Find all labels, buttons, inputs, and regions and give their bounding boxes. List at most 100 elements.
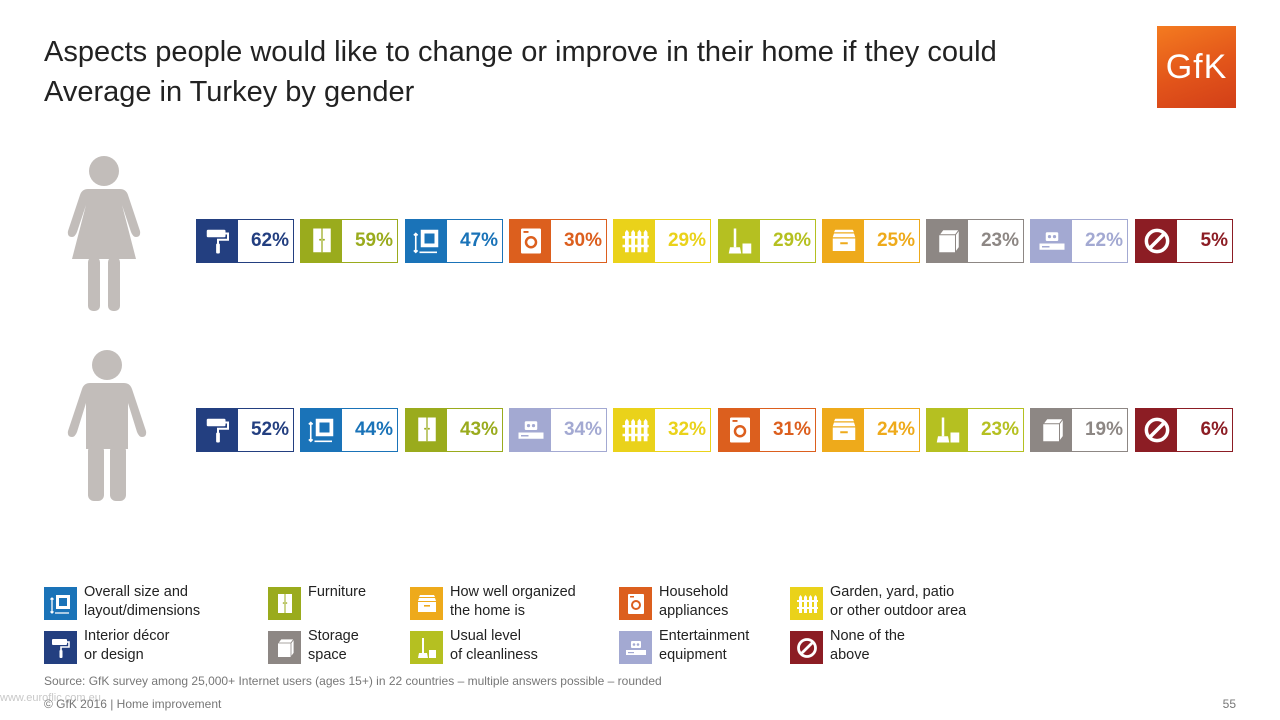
- result-tile-furniture: 59%: [300, 219, 398, 263]
- legend-swatch: [619, 587, 652, 620]
- footer-copyright: © GfK 2016 | Home improvement: [44, 697, 222, 711]
- fence-icon: [622, 418, 649, 442]
- paint-roller-icon: [206, 229, 229, 254]
- drawer-icon: [832, 418, 855, 440]
- result-tile-cleanliness: 23%: [926, 408, 1024, 452]
- percentage-label: 52%: [250, 419, 289, 440]
- percentage-label: 44%: [354, 419, 393, 440]
- floorplan-icon: [307, 418, 333, 443]
- title-line-1: Aspects people would like to change or i…: [44, 36, 997, 68]
- category-icon-box: [301, 220, 342, 262]
- box-icon: [937, 228, 960, 254]
- result-tile-garden: 29%: [613, 219, 711, 263]
- category-icon-box: [197, 409, 238, 451]
- category-icon-box: [719, 409, 760, 451]
- result-tile-size: 44%: [300, 408, 398, 452]
- legend-swatch: [44, 587, 77, 620]
- percentage-label: 25%: [876, 230, 915, 251]
- percentage-label: 34%: [563, 419, 602, 440]
- source-note: Source: GfK survey among 25,000+ Interne…: [44, 674, 662, 688]
- wardrobe-icon: [417, 417, 436, 442]
- result-tile-organized: 24%: [822, 408, 920, 452]
- category-icon-box: [927, 220, 968, 262]
- legend-swatch: [44, 631, 77, 664]
- percentage-label: 31%: [772, 419, 811, 440]
- legend-swatch: [268, 587, 301, 620]
- category-icon-box: [406, 409, 447, 451]
- drawer-icon: [417, 594, 436, 612]
- percentage-label: 59%: [354, 230, 393, 251]
- legend-label: Garden, yard, patio or other outdoor are…: [830, 584, 967, 619]
- category-icon-box: [1136, 409, 1177, 451]
- result-tile-cleanliness: 29%: [718, 219, 816, 263]
- legend-swatch: [619, 631, 652, 664]
- result-tile-garden: 32%: [613, 408, 711, 452]
- legend-swatch: [410, 587, 443, 620]
- percentage-label: 43%: [459, 419, 498, 440]
- category-icon-box: [719, 220, 760, 262]
- box-icon: [1041, 417, 1064, 443]
- legend-label: Entertainment equipment: [659, 628, 750, 663]
- legend-label: Overall size and layout/dimensions: [84, 584, 201, 619]
- result-tile-storage: 23%: [926, 219, 1024, 263]
- drawer-icon: [832, 229, 855, 251]
- washing-machine-icon: [520, 228, 541, 254]
- percentage-label: 19%: [1084, 419, 1123, 440]
- gfk-logo: GfK: [1157, 26, 1236, 108]
- percentage-label: 24%: [876, 419, 915, 440]
- tv-console-icon: [518, 421, 543, 439]
- broom-icon: [728, 228, 751, 254]
- percentage-label: 29%: [667, 230, 706, 251]
- result-tile-appliances: 30%: [509, 219, 607, 263]
- washing-machine-icon: [729, 417, 750, 443]
- category-icon-box: [1031, 220, 1072, 262]
- page-number: 55: [1222, 697, 1236, 711]
- percentage-label: 62%: [250, 230, 289, 251]
- legend-label: Household appliances: [659, 584, 729, 619]
- legend-label: How well organized the home is: [450, 584, 576, 619]
- result-tile-appliances: 31%: [718, 408, 816, 452]
- result-tile-none: 5%: [1135, 219, 1233, 263]
- legend-swatch: [268, 631, 301, 664]
- washing-machine-icon: [627, 593, 644, 614]
- category-icon-box: [1136, 220, 1177, 262]
- result-tile-none: 6%: [1135, 408, 1233, 452]
- category-icon-box: [406, 220, 447, 262]
- legend-label: Usual level of cleanliness: [450, 628, 538, 663]
- paint-roller-icon: [206, 418, 229, 443]
- wardrobe-icon: [312, 228, 331, 253]
- percentage-label: 32%: [667, 419, 706, 440]
- legend-label: Furniture: [308, 584, 367, 600]
- percentage-label: 23%: [980, 419, 1019, 440]
- result-tile-interior: 52%: [196, 408, 294, 452]
- percentage-label: 47%: [459, 230, 498, 251]
- result-tile-storage: 19%: [1030, 408, 1128, 452]
- category-icon-box: [823, 409, 864, 451]
- legend-swatch: [790, 587, 823, 620]
- category-icon-box: [927, 409, 968, 451]
- percentage-label: 23%: [980, 230, 1019, 251]
- category-icon-box: [614, 409, 655, 451]
- tv-console-icon: [625, 640, 646, 655]
- title-line-2: Average in Turkey by gender: [44, 76, 415, 108]
- legend-label: Storage space: [308, 628, 359, 663]
- forbidden-icon: [1144, 417, 1169, 443]
- category-icon-box: [614, 220, 655, 262]
- wardrobe-icon: [277, 593, 292, 613]
- result-tile-organized: 25%: [822, 219, 920, 263]
- fence-icon: [796, 594, 818, 613]
- broom-icon: [936, 417, 959, 443]
- result-tile-entertainment: 34%: [509, 408, 607, 452]
- watermark: www.euroflic.com.eu: [0, 692, 101, 704]
- percentage-label: 22%: [1084, 230, 1123, 251]
- percentage-label: 29%: [772, 230, 811, 251]
- forbidden-icon: [1144, 228, 1169, 254]
- legend-swatch: [790, 631, 823, 664]
- legend-label: Interior décor or design: [84, 628, 170, 663]
- box-icon: [276, 637, 295, 658]
- paint-roller-icon: [51, 638, 70, 658]
- broom-icon: [417, 637, 436, 658]
- result-tile-furniture: 43%: [405, 408, 503, 452]
- floorplan-icon: [412, 229, 438, 254]
- logo-text: GfK: [1165, 47, 1228, 86]
